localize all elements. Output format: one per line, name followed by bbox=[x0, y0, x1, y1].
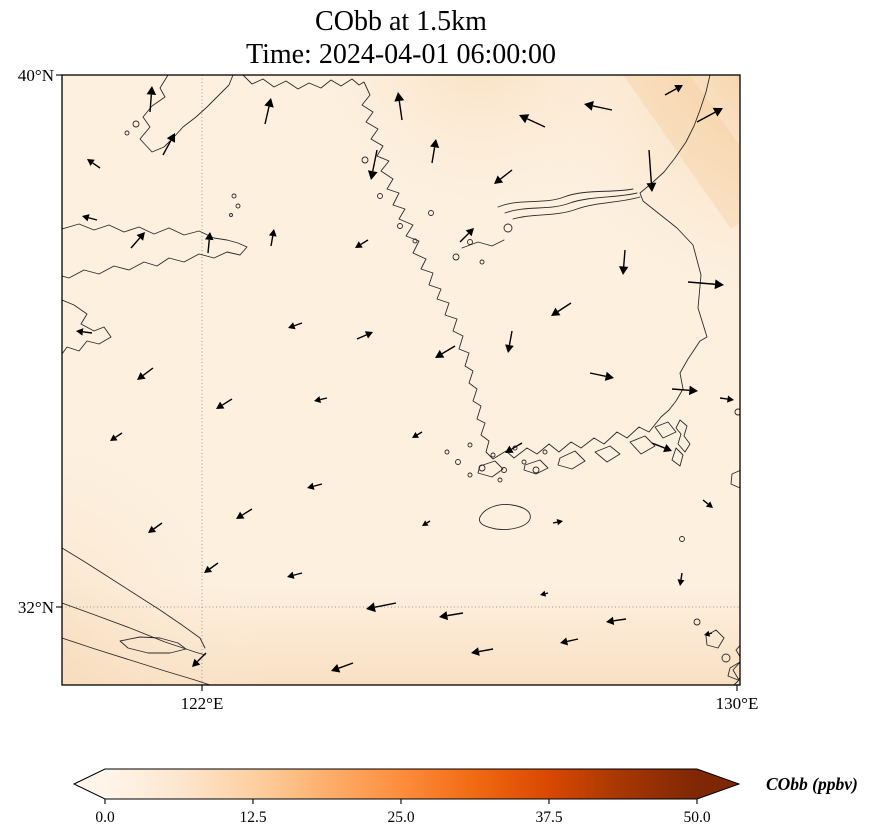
ytick-label-40N: 40°N bbox=[18, 66, 54, 85]
coastline-liaodong bbox=[139, 75, 234, 153]
coastline-jiangsu bbox=[62, 547, 206, 649]
colorbar-bar bbox=[72, 768, 741, 800]
chart-subtitle-time: Time: 2024-04-01 06:00:00 bbox=[246, 39, 556, 70]
jeju-island bbox=[478, 504, 531, 530]
colorbar-label: CObb (ppbv) bbox=[766, 774, 858, 794]
cbar-tick-12-5: 12.5 bbox=[239, 809, 266, 826]
chart-title: CObb at 1.5km bbox=[315, 6, 487, 37]
chongming-island bbox=[119, 636, 187, 654]
coastline-shandong bbox=[62, 223, 248, 279]
coastline-qingdao bbox=[62, 299, 112, 355]
field-shading bbox=[62, 75, 740, 685]
south-coast-islands bbox=[477, 421, 677, 478]
cbar-tick-25: 25.0 bbox=[387, 809, 414, 826]
han-estuary bbox=[461, 239, 505, 249]
quiver-arrows bbox=[76, 85, 734, 673]
cbar-tick-37-5: 37.5 bbox=[535, 809, 562, 826]
coastlines bbox=[62, 75, 740, 685]
river-channels bbox=[497, 188, 634, 208]
graticule-gridlines bbox=[62, 75, 740, 685]
xtick-label-130E: 130°E bbox=[716, 694, 759, 713]
colorbar-tickmarks bbox=[104, 799, 698, 804]
map-panel bbox=[62, 75, 740, 685]
coastline-korea bbox=[242, 75, 711, 460]
colorbar: 0.0 12.5 25.0 37.5 50.0 CObb (ppbv) bbox=[72, 768, 858, 826]
tsushima-island bbox=[675, 419, 691, 453]
map-border bbox=[61, 74, 741, 686]
kyushu-islands bbox=[693, 618, 740, 685]
axis-ticks bbox=[56, 74, 738, 691]
cbar-tick-0: 0.0 bbox=[95, 809, 115, 826]
ytick-label-32N: 32°N bbox=[18, 598, 54, 617]
cbar-tick-50: 50.0 bbox=[683, 809, 710, 826]
xtick-label-122E: 122°E bbox=[181, 694, 224, 713]
